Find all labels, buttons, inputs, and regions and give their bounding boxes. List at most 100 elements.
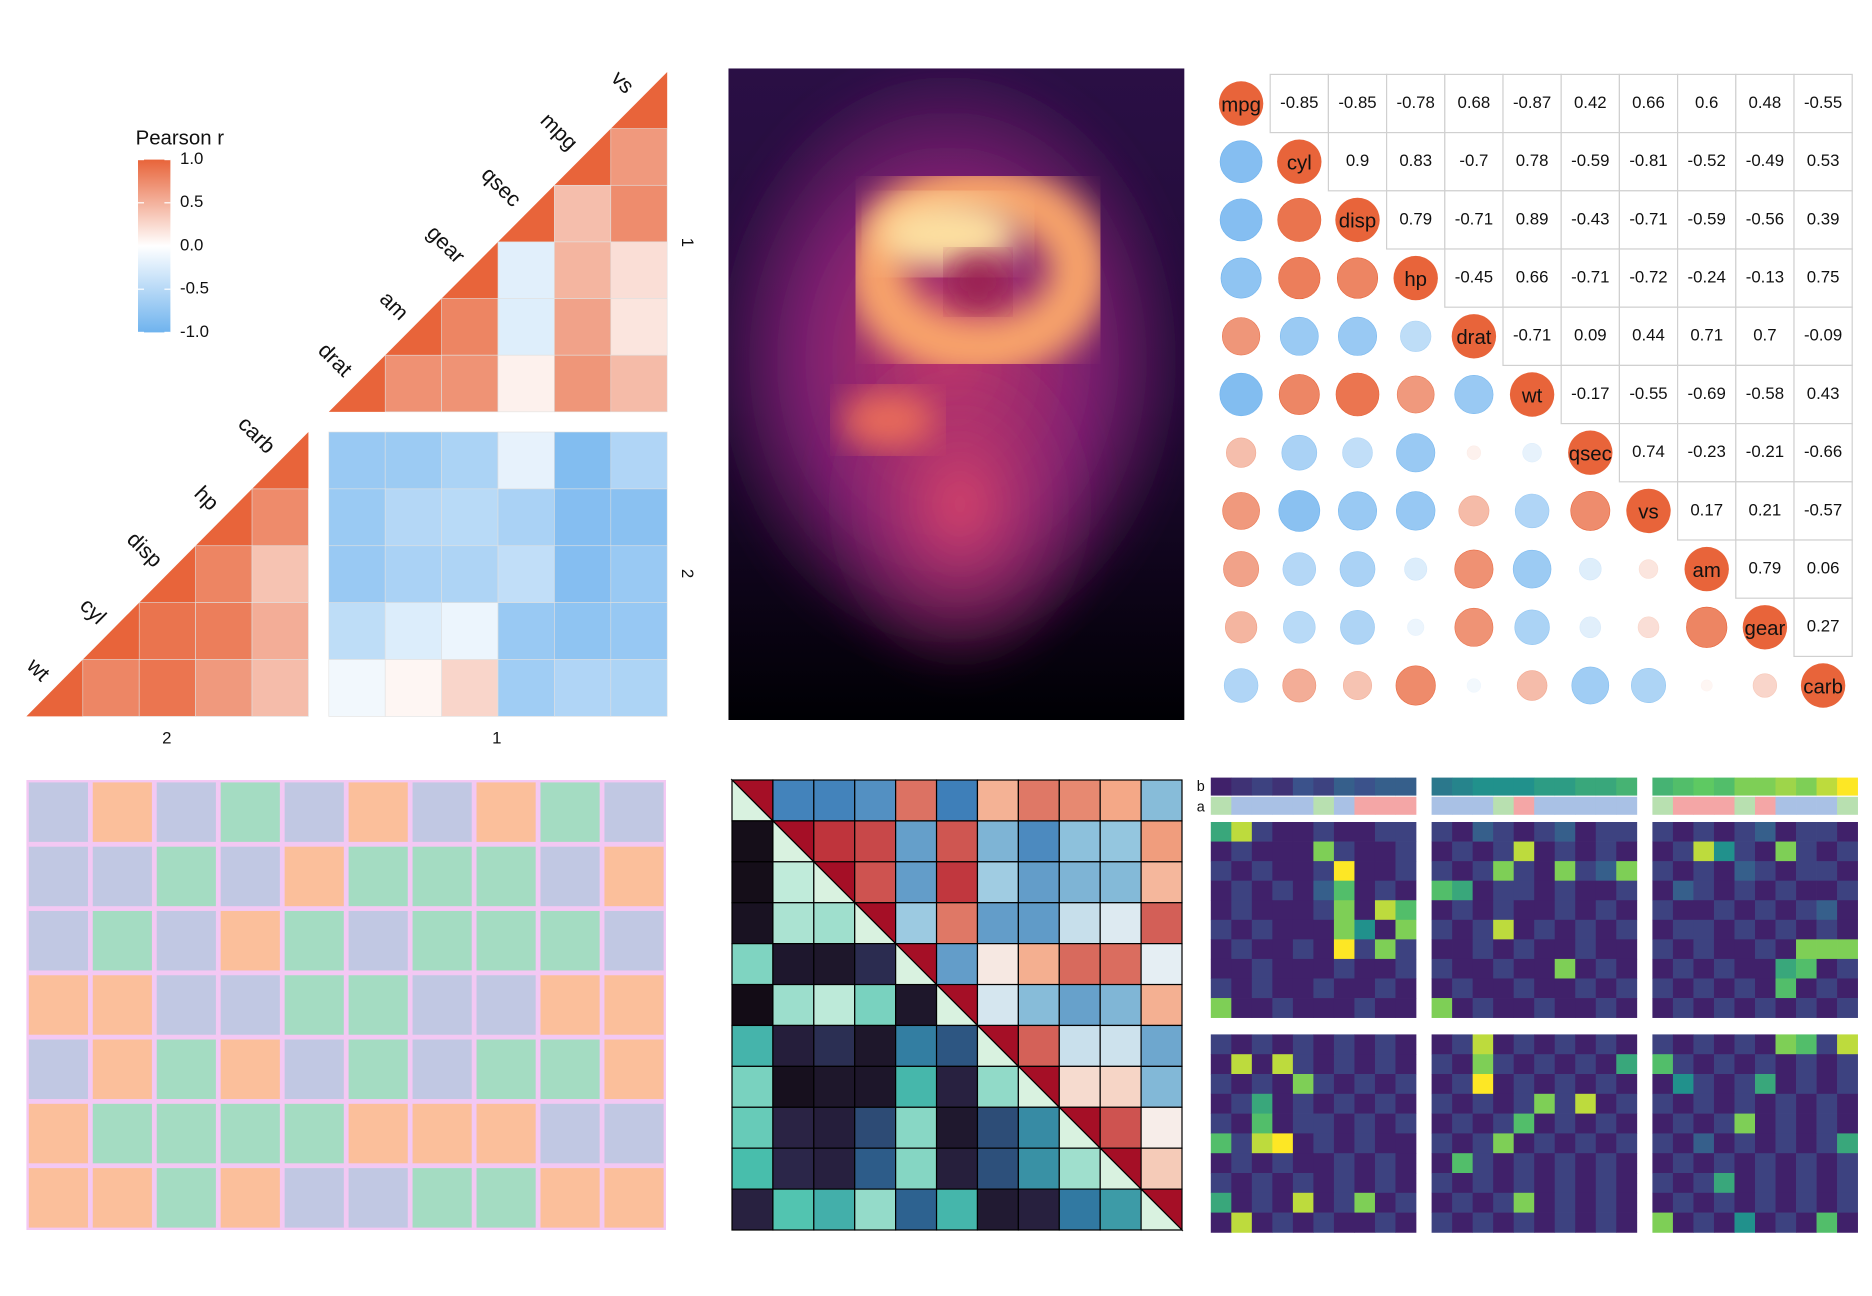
diagonal-circle: [1218, 81, 1264, 126]
heatmap-cell: [1554, 861, 1576, 882]
heatmap-cell: [1354, 998, 1376, 1018]
heatmap-cell: [1796, 880, 1817, 901]
heatmap-cell: [1534, 1192, 1556, 1213]
heatmap-cell: [1431, 1173, 1453, 1194]
heatmap-cell: [1313, 841, 1335, 862]
matrix-cell: [895, 1106, 938, 1149]
corr-circle: [1407, 618, 1425, 636]
heatmap-cell: [1775, 900, 1797, 921]
heatmap-cell: [1210, 998, 1232, 1018]
heatmap-cell: [1734, 900, 1756, 921]
matrix-cell: [1099, 1065, 1142, 1108]
annotation-a: [1395, 796, 1417, 815]
annotation-a: [1775, 796, 1797, 815]
heatmap-cell: [1272, 958, 1294, 979]
heatmap-cell: [1272, 1074, 1294, 1095]
value-cell: [1793, 423, 1853, 483]
value-label: -0.45: [1455, 268, 1493, 287]
matrix-cell: [895, 1147, 938, 1190]
heatmap-cell: [1272, 978, 1294, 999]
value-label: -0.71: [1513, 326, 1551, 345]
heatmap-cell: [1354, 861, 1376, 882]
matrix-cell: [731, 820, 774, 863]
heatmap-cell: [1374, 1093, 1396, 1114]
matrix-cell: [731, 1147, 774, 1190]
heatmap-cell: [1374, 1054, 1396, 1075]
tile: [540, 1103, 600, 1164]
heatmap-cell: [1554, 1074, 1576, 1095]
tile: [284, 1039, 344, 1100]
heatmap-cell: [195, 545, 253, 603]
heatmap-cell: [610, 184, 668, 243]
heatmap-cell: [1755, 1133, 1776, 1154]
heatmap-cell: [1472, 1113, 1494, 1134]
heatmap-cell: [1595, 919, 1617, 940]
tile: [220, 1168, 280, 1228]
heatmap-cell: [1595, 900, 1617, 921]
tile: [412, 1103, 472, 1164]
heatmap-cell: [1616, 958, 1638, 979]
value-label: -0.81: [1629, 151, 1667, 170]
heatmap-cell: [1837, 1113, 1858, 1134]
heatmap-cell: [1575, 1074, 1597, 1095]
matrix-cell: [1099, 779, 1142, 822]
heatmap-cell: [1595, 822, 1617, 842]
heatmap-cell: [1333, 1212, 1355, 1233]
tile: [220, 1039, 280, 1100]
heatmap-cell: [1796, 822, 1817, 842]
heatmap-cell: [1575, 919, 1597, 940]
tile: [28, 1103, 88, 1164]
heatmap-cell: [1452, 998, 1473, 1018]
heatmap-cell: [1713, 1034, 1735, 1055]
heatmap-cell: [1333, 958, 1355, 979]
heatmap-cell: [1595, 1074, 1617, 1095]
heatmap-cell: [1672, 939, 1694, 960]
value-label: 0.66: [1632, 93, 1665, 112]
heatmap-cell: [1333, 978, 1355, 999]
annotation-a: [1713, 796, 1735, 815]
tile: [412, 1168, 472, 1228]
heatmap-cell: [1292, 822, 1314, 842]
annotation-b: [1333, 777, 1355, 796]
corr-circle: [1400, 320, 1432, 352]
heatmap-cell: [1534, 1212, 1556, 1233]
variable-label: gear: [1744, 618, 1785, 640]
matrix-cell: [935, 943, 979, 986]
heatmap-cell: [1672, 1212, 1694, 1233]
heatmap-cell: [1652, 919, 1674, 940]
heatmap-cell: [1755, 998, 1776, 1018]
heatmap-cell: [1210, 1093, 1232, 1114]
heatmap-cell: [1775, 958, 1797, 979]
heatmap-cell: [1251, 1133, 1273, 1154]
heatmap-cell: [1374, 939, 1396, 960]
heatmap-cell: [1292, 900, 1314, 921]
heatmap-cell: [1272, 822, 1294, 842]
heatmap-cell: [1231, 1074, 1253, 1095]
heatmap-cell: [1272, 1093, 1294, 1114]
heatmap-cell: [1493, 1054, 1515, 1075]
heatmap-cell: [1374, 900, 1396, 921]
matrix-cell: [895, 820, 938, 863]
heatmap-cell: [1431, 1093, 1453, 1114]
corr-circle: [1700, 679, 1713, 692]
annotation-b: [1837, 777, 1858, 796]
heatmap-cell: [1292, 939, 1314, 960]
heatmap-cell: [610, 128, 668, 186]
annotation-b: [1672, 777, 1694, 796]
matrix-cell: [1058, 1188, 1101, 1231]
annotation-b: [1713, 777, 1735, 796]
matrix-cell: [1017, 779, 1060, 822]
heatmap-cell: [1231, 822, 1253, 842]
value-label: 0.79: [1399, 209, 1432, 228]
matrix-cell: [731, 861, 774, 904]
matrix-cell: [1099, 983, 1142, 1027]
heatmap-cell: [1534, 1113, 1556, 1134]
annotation-a: [1374, 796, 1396, 815]
matrix-cell: [813, 779, 856, 822]
heatmap-cell: [1493, 1074, 1515, 1095]
heatmap-cell: [1595, 861, 1617, 882]
legend-title: Pearson r: [136, 128, 225, 150]
annotation-b: [1616, 777, 1638, 796]
heatmap-cell: [1472, 861, 1494, 882]
